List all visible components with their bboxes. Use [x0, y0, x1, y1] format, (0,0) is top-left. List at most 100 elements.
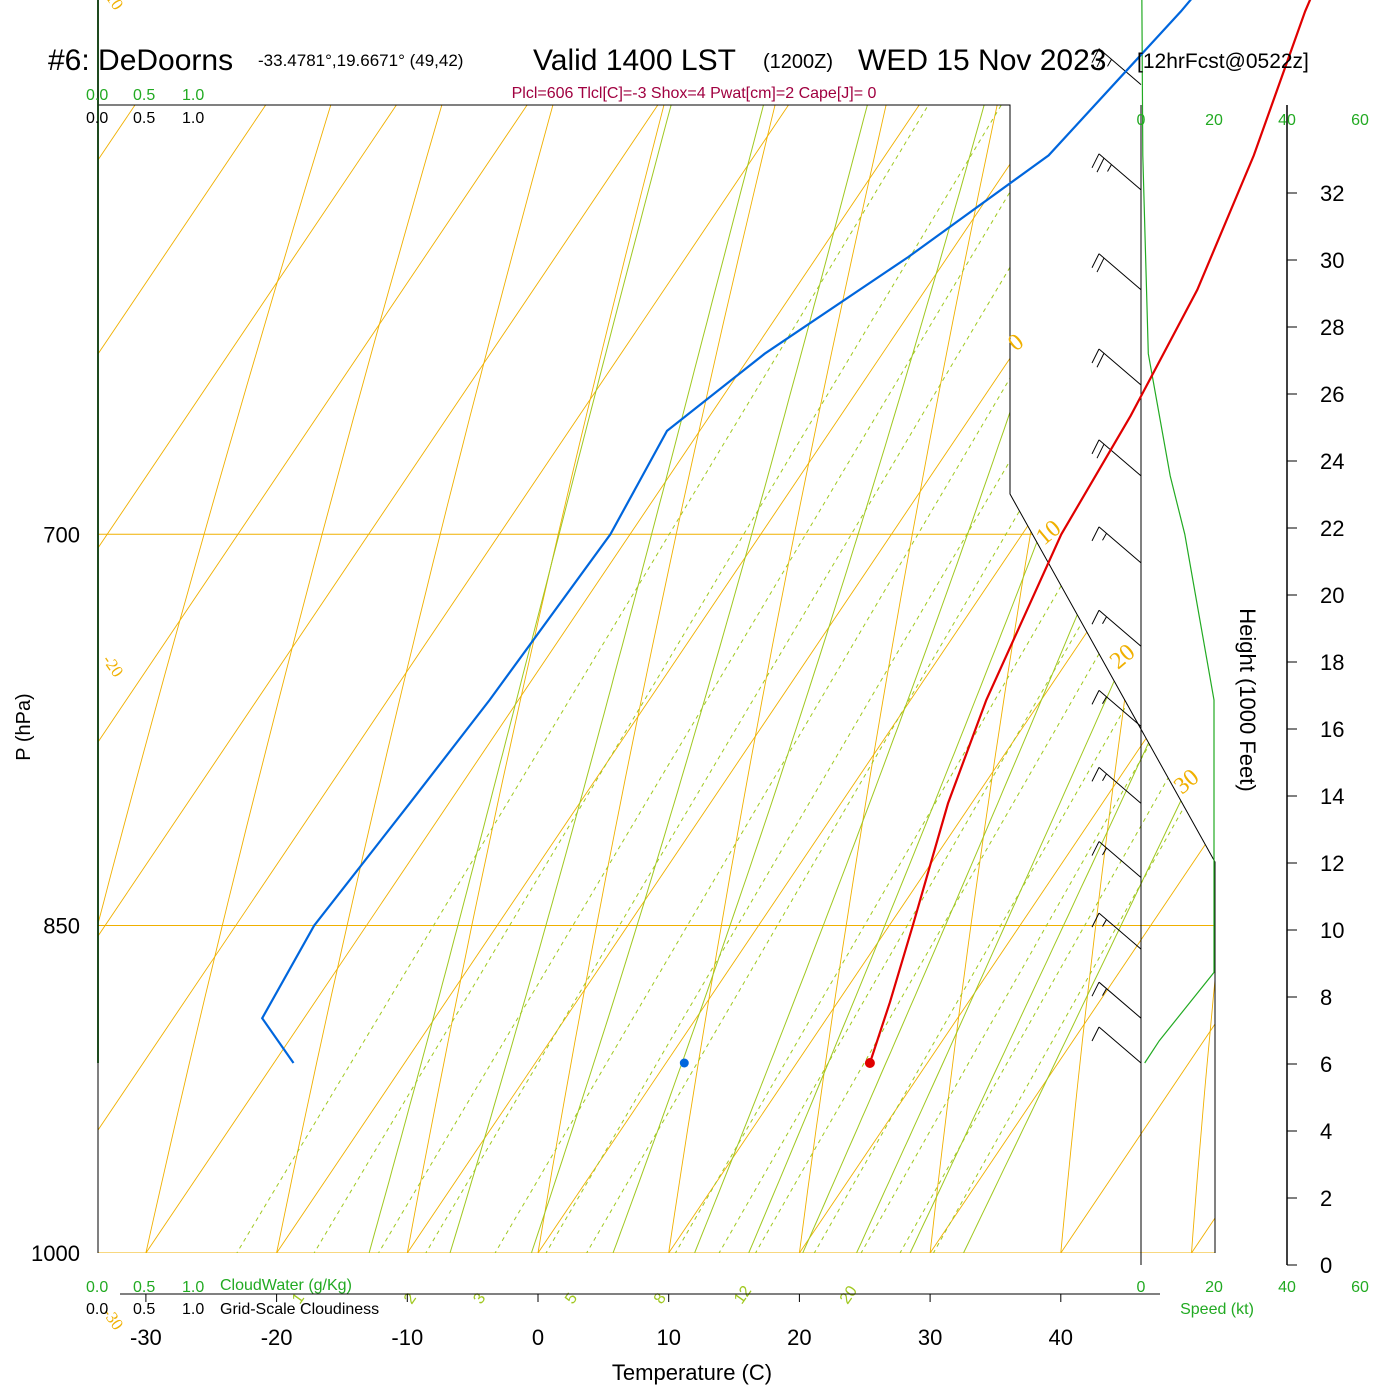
wind-barb-staff — [1098, 912, 1142, 950]
height-tick-label: 10 — [1320, 918, 1344, 943]
wind-barb — [1091, 981, 1142, 1019]
height-tick-label: 14 — [1320, 784, 1344, 809]
mixing-ratio-line — [844, 105, 1215, 1253]
dry-adiabat-line — [1043, 105, 1215, 1253]
pressure-tick-label: 1000 — [31, 1241, 80, 1266]
cloudwater-tick: 1.0 — [182, 87, 204, 104]
isotherm-label: 30 — [1169, 764, 1204, 799]
wind-barb-half-flag — [1102, 616, 1107, 624]
speed-tick: 0 — [1137, 112, 1146, 129]
y-axis-label: P (hPa) — [13, 693, 35, 760]
temperature-tick-label: -20 — [261, 1325, 293, 1350]
cloudiness-tick: 1.0 — [182, 110, 204, 127]
wind-barb — [1091, 841, 1142, 878]
wind-barb — [1091, 48, 1142, 86]
wind-barb-staff — [1098, 841, 1142, 878]
speed-tick: 40 — [1278, 1279, 1296, 1296]
forecast-date: WED 15 Nov 2023 — [858, 44, 1106, 77]
cloudwater-tick: 0.0 — [86, 87, 108, 104]
wind-barb-flag — [1091, 48, 1100, 63]
wind-barb-flag — [1091, 1026, 1100, 1042]
cloudiness-tick: 0.5 — [133, 1301, 155, 1318]
wind-barb-flag — [1091, 439, 1100, 455]
moist-adiabat-line — [575, 105, 1215, 1253]
height-tick-label: 26 — [1320, 382, 1344, 407]
wind-barb-half-flag — [1102, 696, 1107, 705]
wind-barb-staff — [1098, 253, 1142, 291]
wind-barb-flag — [1096, 157, 1105, 173]
wind-barb-flag — [1096, 257, 1105, 273]
cloudiness-tick: 0.0 — [86, 1301, 108, 1318]
pressure-tick-label: 700 — [43, 522, 80, 547]
wind-barb-flag — [1091, 912, 1100, 928]
height-tick-label: 8 — [1320, 985, 1332, 1010]
height-tick-label: 4 — [1320, 1119, 1332, 1144]
cloudwater-bottom-ticks: 0.0 0.5 1.0 CloudWater (g/Kg) — [86, 1277, 352, 1296]
mixing-ratio-label: 8 — [651, 1290, 670, 1307]
cloudwater-tick: 0.0 — [86, 1279, 108, 1296]
dry-adiabat-label: -20 — [99, 651, 128, 680]
temperature-tick-label: 0 — [532, 1325, 544, 1350]
wind-barb-staff — [1098, 153, 1142, 191]
isotherm-label: 10 — [1031, 515, 1066, 550]
mixing-ratio-line — [367, 105, 1215, 1253]
forecast-run: [12hrFcst@0522z] — [1137, 50, 1309, 73]
moist-adiabat-line — [811, 105, 1215, 1253]
speed-label: Speed (kt) — [1180, 1301, 1254, 1318]
height-tick-label: 18 — [1320, 650, 1344, 675]
wind-barb-flag — [1091, 981, 1100, 997]
station-coords: -33.4781°,19.6671° (49,42) — [258, 51, 463, 70]
cloudiness-tick: 1.0 — [182, 1301, 204, 1318]
moist-adiabat-line — [863, 105, 1215, 1253]
speed-tick: 60 — [1351, 1279, 1369, 1296]
isotherm-line — [669, 105, 1215, 1253]
temperature-tick-label: 10 — [656, 1325, 680, 1350]
speed-tick: 60 — [1351, 112, 1369, 129]
station-title: #6: DeDoorns — [48, 44, 233, 77]
cloudwater-tick: 0.5 — [133, 1279, 155, 1296]
wind-barb — [1091, 766, 1142, 804]
cloudiness-tick: 0.0 — [86, 110, 108, 127]
mixing-ratio-line — [529, 105, 1215, 1253]
cloudwater-label: CloudWater (g/Kg) — [220, 1277, 352, 1294]
height-label: Height (1000 Feet) — [1235, 608, 1260, 791]
dry-adiabat-label: -10 — [99, 0, 128, 13]
mixing-ratio-line — [618, 105, 1215, 1253]
dry-adiabat-line — [372, 105, 1215, 1253]
wind-barb-staff — [1098, 526, 1142, 564]
height-tick-label: 24 — [1320, 449, 1344, 474]
mixing-ratio-line — [877, 105, 1215, 1253]
isotherm-line — [538, 105, 1215, 1253]
isotherm-line — [98, 105, 1215, 1253]
isotherm-line — [98, 105, 1155, 1253]
height-tick-label: 12 — [1320, 851, 1344, 876]
speed-tick: 20 — [1205, 1279, 1223, 1296]
surface-temperature-dot — [864, 1058, 875, 1068]
wind-barb-staff — [1098, 766, 1142, 804]
mixing-ratio-line — [436, 105, 1215, 1253]
height-tick-label: 6 — [1320, 1052, 1332, 1077]
height-tick-label: 0 — [1320, 1253, 1332, 1278]
utc-time: (1200Z) — [763, 51, 833, 73]
dry-adiabat-line — [103, 105, 1160, 1253]
wind-barb — [1091, 1026, 1142, 1064]
cloudiness-bottom-ticks: 0.0 0.5 1.0 Grid-Scale Cloudiness — [86, 1301, 379, 1318]
mixing-ratio-label: 12 — [731, 1283, 755, 1307]
temperature-tick-label: 30 — [918, 1325, 942, 1350]
temperature-tick-label: -30 — [130, 1325, 162, 1350]
speed-tick: 20 — [1205, 112, 1223, 129]
wind-barb — [1091, 439, 1142, 477]
plot-frame — [97, 104, 1216, 1253]
cloud-water-profile — [97, 0, 99, 1063]
wind-barb-flag — [1091, 348, 1100, 364]
wind-barb-flag — [1091, 253, 1100, 268]
wind-barb-flag — [1096, 52, 1105, 68]
dewpoint-profile — [260, 0, 1192, 1064]
isotherm-label: 0 — [1003, 329, 1029, 357]
wind-barb-staff — [1098, 439, 1142, 477]
dry-adiabat-line — [506, 105, 1215, 1253]
